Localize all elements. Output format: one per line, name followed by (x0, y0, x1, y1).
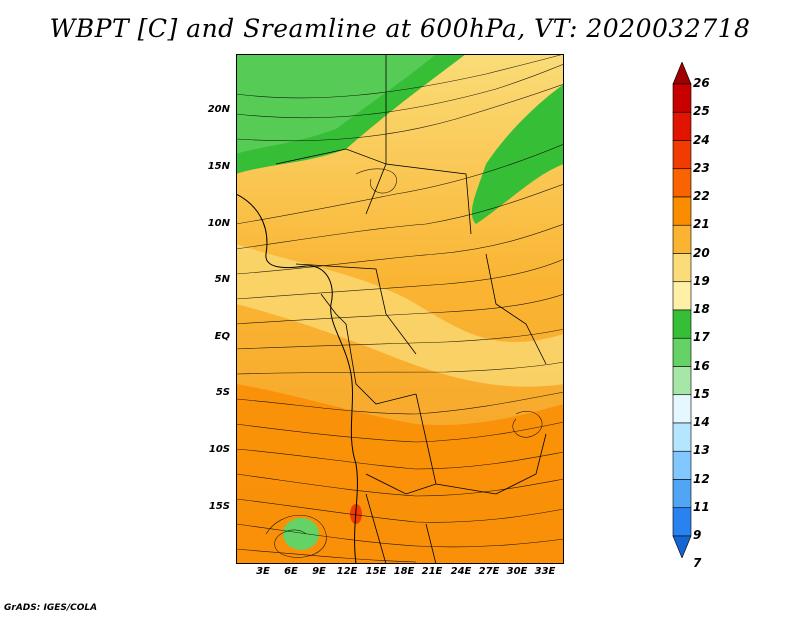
lat-label: 15N (207, 161, 230, 172)
lat-label: 10S (208, 444, 230, 455)
colorbar-swatch (672, 111, 692, 141)
colorbar-swatch (672, 479, 692, 509)
colorbar-label: 25 (693, 104, 710, 119)
lon-label: 24E (450, 566, 472, 577)
lat-label: 20N (207, 104, 230, 115)
colorbar-swatch (672, 535, 692, 558)
colorbar-label: 15 (693, 386, 710, 401)
colorbar-label: 9 (693, 528, 702, 542)
warm-region-south (236, 384, 564, 564)
colorbar-swatch (672, 140, 692, 170)
colorbar-swatch (672, 422, 692, 452)
colorbar-label: 19 (693, 273, 710, 288)
lon-label: 27E (478, 566, 500, 577)
colorbar-swatch (672, 83, 692, 113)
colorbar-swatch (672, 337, 692, 367)
colorbar-label: 20 (693, 245, 710, 260)
lon-label: 21E (421, 566, 443, 577)
lon-label: 33E (534, 566, 556, 577)
lon-label: 15E (365, 566, 387, 577)
colorbar-label: 17 (693, 330, 710, 345)
colorbar-swatch (672, 450, 692, 480)
colorbar-swatch (672, 253, 692, 283)
colorbar-label: 24 (693, 132, 710, 147)
lon-label: 30E (506, 566, 528, 577)
colorbar-swatch (672, 309, 692, 339)
colorbar-label: 21 (693, 217, 710, 232)
lat-label: 5N (214, 274, 230, 285)
chart-title: WBPT [C] and Sreamline at 600hPa, VT: 20… (49, 14, 751, 43)
colorbar-swatch (672, 224, 692, 254)
colorbar-swatch (672, 62, 692, 85)
pale-band (236, 244, 564, 387)
lat-label: 10N (207, 218, 230, 229)
colorbar-swatch (672, 281, 692, 311)
lon-label: 3E (256, 566, 270, 577)
colorbar-label: 13 (693, 443, 710, 458)
lon-label: 12E (336, 566, 358, 577)
colorbar-swatch (672, 507, 692, 537)
map-panel (236, 54, 564, 564)
lon-label: 6E (284, 566, 298, 577)
streamlines (236, 54, 564, 563)
colorbar-label: 16 (693, 358, 710, 373)
cool-region-northeast (471, 84, 564, 224)
lon-label: 18E (393, 566, 415, 577)
colorbar-label: 14 (693, 415, 710, 429)
grads-credit: GrADS: IGES/COLA (4, 603, 98, 613)
colorbar-label: 18 (693, 302, 710, 316)
coastline (236, 193, 358, 564)
colorbar-swatch (672, 366, 692, 396)
lat-label: EQ (214, 331, 230, 342)
colorbar-label: 11 (693, 499, 710, 514)
colorbar-swatch (672, 394, 692, 424)
colorbar-label: 7 (693, 556, 702, 571)
colorbar-swatch (672, 168, 692, 198)
lat-label: 5S (215, 387, 230, 398)
colorbar-label: 12 (693, 471, 710, 486)
cool-spot-southwest (283, 518, 319, 550)
colorbar-label: 22 (693, 189, 710, 203)
lat-label: 15S (208, 501, 230, 512)
colorbar-label: 23 (693, 160, 710, 175)
country-borders (275, 54, 547, 564)
colorbar-label: 26 (693, 76, 710, 90)
lon-label: 9E (312, 566, 326, 577)
colorbar-swatch (672, 196, 692, 226)
colorbar (672, 62, 692, 558)
